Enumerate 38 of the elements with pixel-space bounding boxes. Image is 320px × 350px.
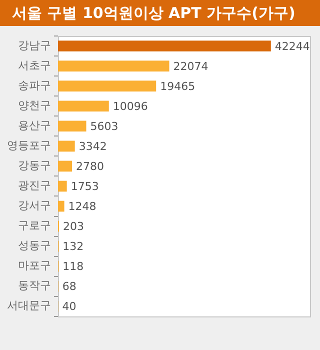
data-label: 19465 [160, 80, 196, 93]
y-tick-label: 서초구 [18, 58, 51, 72]
bar [58, 60, 170, 72]
y-tick-label: 동작구 [18, 279, 51, 292]
bar [58, 200, 64, 212]
y-tick-label: 송파구 [18, 78, 51, 92]
data-label: 203 [63, 220, 84, 234]
data-label: 5603 [90, 120, 118, 133]
data-label: 132 [62, 240, 84, 254]
data-label: 42244 [274, 40, 310, 53]
data-label: 118 [62, 260, 84, 274]
y-tick-label: 영등포구 [7, 139, 51, 152]
y-tick-label: 강서구 [18, 199, 51, 212]
y-tick-label: 서대문구 [7, 299, 51, 312]
data-label: 1248 [68, 200, 96, 214]
data-label: 3342 [78, 140, 107, 154]
data-label: 68 [62, 280, 76, 294]
bar [58, 140, 75, 152]
bar [58, 80, 156, 92]
data-label: 40 [62, 300, 76, 314]
y-tick-label: 용산구 [18, 118, 51, 132]
bar [58, 40, 271, 52]
chart-title: 서울 구별 10억원이상 APT 가구수(가구) [0, 0, 320, 26]
data-label: 2780 [76, 160, 104, 174]
y-tick-label: 강동구 [18, 159, 51, 172]
bar [58, 180, 67, 192]
y-tick-label: 강남구 [18, 38, 51, 52]
data-label: 10096 [112, 100, 148, 113]
y-tick-label: 양천구 [18, 98, 51, 112]
bar [58, 120, 86, 132]
y-tick-label: 성동구 [18, 239, 51, 252]
y-tick-label: 광진구 [18, 179, 51, 192]
y-tick-label: 마포구 [18, 259, 51, 272]
bar [58, 100, 109, 112]
y-tick-label: 구로구 [18, 219, 51, 232]
data-label: 1753 [70, 180, 99, 194]
bar [58, 160, 72, 172]
data-label: 22074 [173, 60, 208, 73]
